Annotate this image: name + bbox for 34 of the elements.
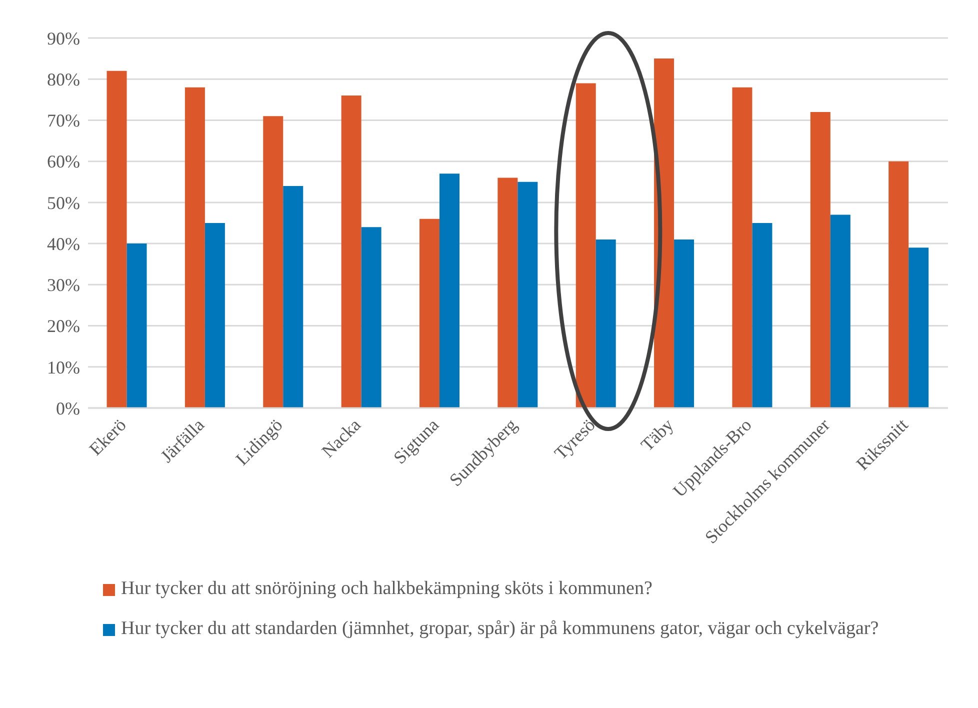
legend-label: Hur tycker du att snöröjning och halkbekämpning sköts i kommunen? xyxy=(121,578,652,600)
y-tick-label: 40% xyxy=(47,234,80,254)
bar xyxy=(439,174,460,408)
bar xyxy=(810,112,830,408)
bar xyxy=(106,70,127,408)
y-tick-label: 70% xyxy=(47,110,80,131)
y-tick-label: 60% xyxy=(47,152,80,172)
bar xyxy=(419,218,440,408)
bar xyxy=(341,96,362,408)
bar xyxy=(732,87,752,408)
bar xyxy=(752,223,772,408)
y-tick-label: 50% xyxy=(47,192,80,213)
bar xyxy=(830,214,850,408)
legend-label: Hur tycker du att standarden (jämnhet, gropar, spår) är på kommunens gator, vägar och cykelvägar? xyxy=(121,618,879,640)
bar xyxy=(674,239,694,408)
bar xyxy=(576,83,596,408)
bar xyxy=(283,186,304,408)
y-tick-label: 90% xyxy=(47,28,80,48)
y-tick-label: 0% xyxy=(56,398,80,418)
bar xyxy=(184,87,205,408)
bar xyxy=(361,227,382,408)
y-tick-label: 30% xyxy=(47,275,80,296)
bar xyxy=(888,161,909,408)
bar xyxy=(498,178,518,408)
bar xyxy=(518,182,538,408)
y-tick-label: 10% xyxy=(47,357,80,378)
bar xyxy=(204,223,225,408)
y-tick-label: 80% xyxy=(47,70,80,90)
x-tick-label: Täby xyxy=(636,414,678,455)
y-tick-label: 20% xyxy=(47,316,80,336)
bar xyxy=(126,244,147,408)
bar xyxy=(263,116,284,408)
bar xyxy=(908,248,929,408)
bar xyxy=(596,239,616,408)
